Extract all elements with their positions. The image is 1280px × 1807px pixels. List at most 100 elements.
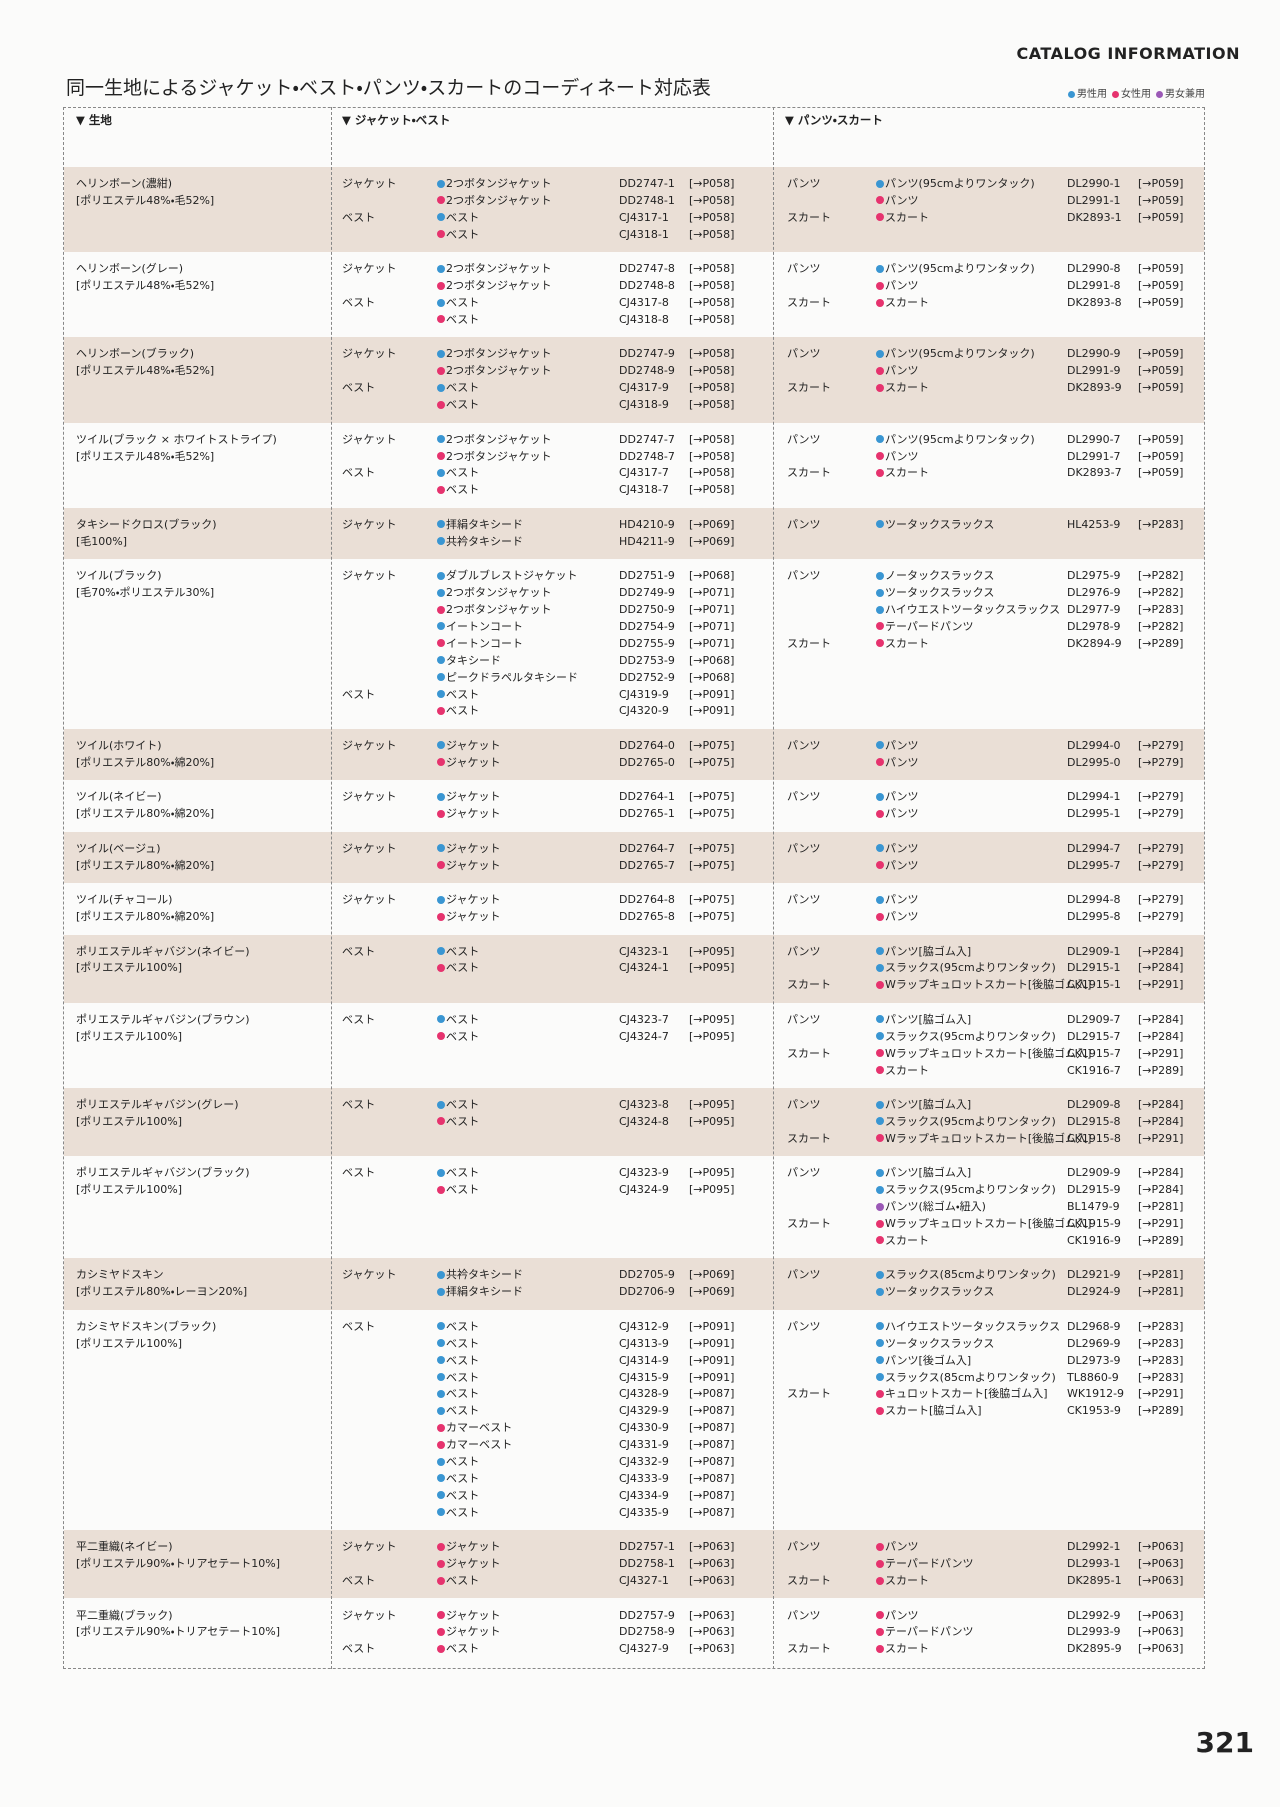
item-name: ベスト [446, 1029, 480, 1043]
item-name: イートンコート [446, 619, 523, 633]
item-page: [→P289] [1138, 1404, 1184, 1418]
item-page: [→P282] [1138, 569, 1184, 583]
item-code: CJ4313-9 [619, 1336, 669, 1350]
gender-dot [876, 980, 884, 989]
item-category: パンツ [787, 790, 821, 804]
item-page: [→P284] [1138, 1029, 1184, 1043]
item-page: [→P069] [689, 517, 735, 531]
gender-dot [876, 435, 884, 444]
item-page: [→P281] [1138, 1200, 1184, 1214]
fabric-composition: [ポリエステル80%・綿20%] [76, 910, 215, 923]
item-code: DK2893-1 [1067, 210, 1122, 224]
item-category: スカート [787, 1642, 831, 1656]
fabric-name: 平二重織(ブラック) [76, 1608, 173, 1622]
row-shade [64, 1258, 1204, 1310]
item-name: 2つボタンジャケット [446, 364, 552, 378]
gender-dot [876, 809, 884, 818]
item-category: スカート [787, 381, 831, 395]
gender-dot [876, 758, 884, 767]
item-code: DL2994-7 [1067, 841, 1121, 855]
item-name: スラックス(95cmよりワンタック) [885, 1029, 1056, 1043]
row-shade [64, 1088, 1204, 1157]
item-name: スラックス(95cmよりワンタック) [885, 961, 1056, 975]
item-code: DD2750-9 [619, 603, 675, 616]
item-page: [→P059] [1138, 347, 1184, 361]
column-header: ▼ 生地 [76, 113, 112, 127]
item-category: パンツ [787, 262, 821, 276]
item-name: ベスト [446, 1505, 480, 1519]
item-code: HD4211-9 [619, 534, 675, 548]
item-code: DD2747-9 [619, 347, 675, 361]
item-category: ベスト [342, 1642, 376, 1656]
item-code: BL1479-9 [1067, 1200, 1120, 1214]
gender-dot [876, 895, 884, 904]
item-name: パンツ(総ゴム・紐入) [885, 1200, 986, 1214]
item-code: DK2895-9 [1067, 1642, 1122, 1656]
gender-dot [437, 537, 445, 546]
item-name: ベスト [446, 1642, 480, 1656]
item-page: [→P291] [1138, 1217, 1184, 1230]
item-page: [→P087] [689, 1471, 735, 1485]
item-code: CJ4320-9 [619, 704, 669, 718]
fabric-composition: [ポリエステル90%・トリアセテート10%] [76, 1557, 281, 1571]
page-number: 321 [1195, 1726, 1254, 1759]
row-shade [64, 831, 1204, 884]
item-page: [→P075] [689, 790, 735, 804]
item-name: パンツ(95cmよりワンタック) [885, 347, 1035, 361]
gender-dot [876, 1134, 884, 1143]
gender-dot [437, 1373, 445, 1381]
gender-dot [876, 1032, 884, 1041]
item-code: DD2764-0 [619, 738, 675, 752]
item-code: CK1953-9 [1067, 1404, 1121, 1418]
item-code: DL2976-9 [1067, 586, 1121, 600]
gender-dot [437, 605, 445, 614]
item-category: パンツ [787, 569, 821, 583]
item-page: [→P075] [689, 910, 735, 923]
item-code: DL2990-9 [1067, 347, 1121, 361]
item-name: 2つボタンジャケット [446, 193, 552, 207]
item-name: ベスト [446, 227, 480, 241]
item-code: DD2747-8 [619, 262, 675, 276]
item-page: [→P058] [689, 466, 735, 480]
gender-dot [876, 1219, 884, 1228]
item-page: [→P291] [1138, 1046, 1184, 1060]
item-page: [→P058] [689, 279, 735, 293]
item-category: パンツ [787, 893, 821, 907]
item-name: カマーベスト [446, 1438, 513, 1452]
gender-dot [437, 588, 445, 597]
gender-dot [437, 861, 445, 870]
item-page: [→P289] [1138, 636, 1184, 650]
item-page: [→P059] [1138, 193, 1184, 207]
gender-dot [876, 264, 884, 273]
item-page: [→P075] [689, 841, 735, 855]
item-page: [→P075] [689, 755, 735, 769]
row-shade [64, 337, 1204, 423]
item-page: [→P283] [1138, 1370, 1184, 1384]
item-code: HL4253-9 [1067, 517, 1121, 531]
item-code: DL2968-9 [1067, 1319, 1121, 1333]
item-name: ジャケット [446, 893, 501, 907]
item-code: DL2978-9 [1067, 619, 1121, 633]
fabric-composition: [ポリエステル48%・毛52%] [76, 193, 215, 207]
gender-dot [437, 485, 445, 494]
item-code: DD2747-1 [619, 177, 675, 190]
item-name: ベスト [446, 704, 480, 718]
item-page: [→P283] [1138, 1336, 1184, 1350]
gender-dot [437, 366, 445, 375]
item-name: パンツ [885, 193, 919, 207]
item-page: [→P095] [689, 1098, 735, 1111]
item-name: 2つボタンジャケット [446, 586, 552, 600]
gender-dot [437, 230, 445, 239]
gender-dot [876, 1049, 884, 1058]
item-category: パンツ [787, 347, 821, 361]
item-page: [→P068] [689, 670, 735, 684]
legend-dot [1112, 91, 1119, 98]
item-page: [→P059] [1138, 449, 1184, 463]
item-name: ベスト [446, 483, 480, 497]
item-code: DK2895-1 [1067, 1574, 1122, 1587]
fabric-composition: [ポリエステル100%] [76, 1336, 183, 1350]
item-category: ベスト [342, 1098, 376, 1111]
item-page: [→P281] [1138, 1268, 1184, 1282]
item-code: CJ4331-9 [619, 1438, 669, 1452]
fabric-name: カシミヤドスキン [76, 1268, 164, 1282]
